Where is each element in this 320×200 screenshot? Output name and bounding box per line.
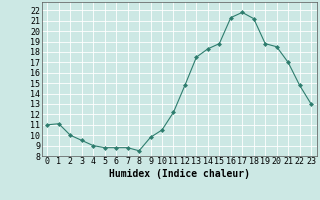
X-axis label: Humidex (Indice chaleur): Humidex (Indice chaleur) [109, 169, 250, 179]
